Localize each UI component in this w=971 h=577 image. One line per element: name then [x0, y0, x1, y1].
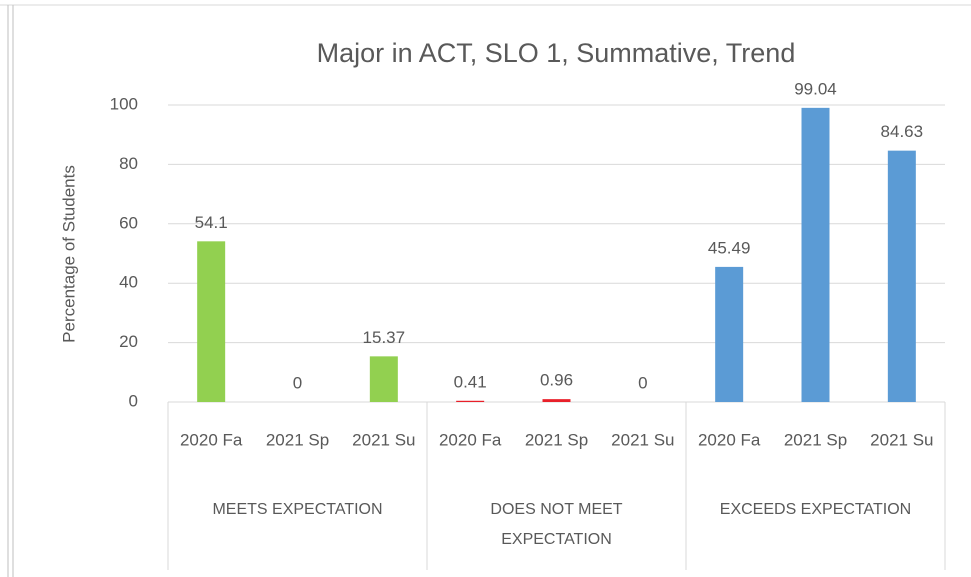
value-label: 54.1 [195, 213, 228, 232]
y-tick-label: 100 [110, 94, 138, 113]
y-tick-label: 40 [119, 273, 138, 292]
bar [801, 107, 830, 402]
value-label: 84.63 [881, 122, 924, 141]
x-tick-label: 2020 Fa [180, 430, 243, 449]
bar [456, 400, 485, 402]
value-label: 15.37 [363, 328, 406, 347]
value-label: 0 [293, 373, 302, 392]
x-tick-label: 2021 Su [352, 430, 415, 449]
x-tick-label: 2021 Su [611, 430, 674, 449]
bar [197, 241, 226, 402]
value-label: 99.04 [794, 79, 837, 98]
x-tick-label: 2021 Su [870, 430, 933, 449]
y-tick-label: 60 [119, 213, 138, 232]
bar [542, 399, 571, 402]
group-label: MEETS EXPECTATION [212, 501, 382, 518]
chart-title: Major in ACT, SLO 1, Summative, Trend [317, 38, 796, 68]
group-label: EXCEEDS EXPECTATION [720, 501, 911, 518]
x-tick-label: 2020 Fa [698, 430, 761, 449]
y-tick-label: 20 [119, 332, 138, 351]
bar [369, 356, 398, 402]
group-label: DOES NOT MEET EXPECTATION [490, 501, 622, 548]
value-label: 0 [638, 373, 647, 392]
x-tick-label: 2021 Sp [525, 430, 588, 449]
y-axis-label: Percentage of Students [59, 165, 78, 343]
bar [887, 150, 916, 402]
x-tick-label: 2021 Sp [266, 430, 329, 449]
x-tick-label: 2020 Fa [439, 430, 502, 449]
y-tick-label: 80 [119, 154, 138, 173]
bar [715, 266, 744, 402]
y-tick-label: 0 [129, 391, 138, 410]
value-label: 0.96 [540, 371, 573, 390]
value-label: 45.49 [708, 238, 751, 257]
value-label: 0.41 [454, 372, 487, 391]
x-tick-label: 2021 Sp [784, 430, 847, 449]
